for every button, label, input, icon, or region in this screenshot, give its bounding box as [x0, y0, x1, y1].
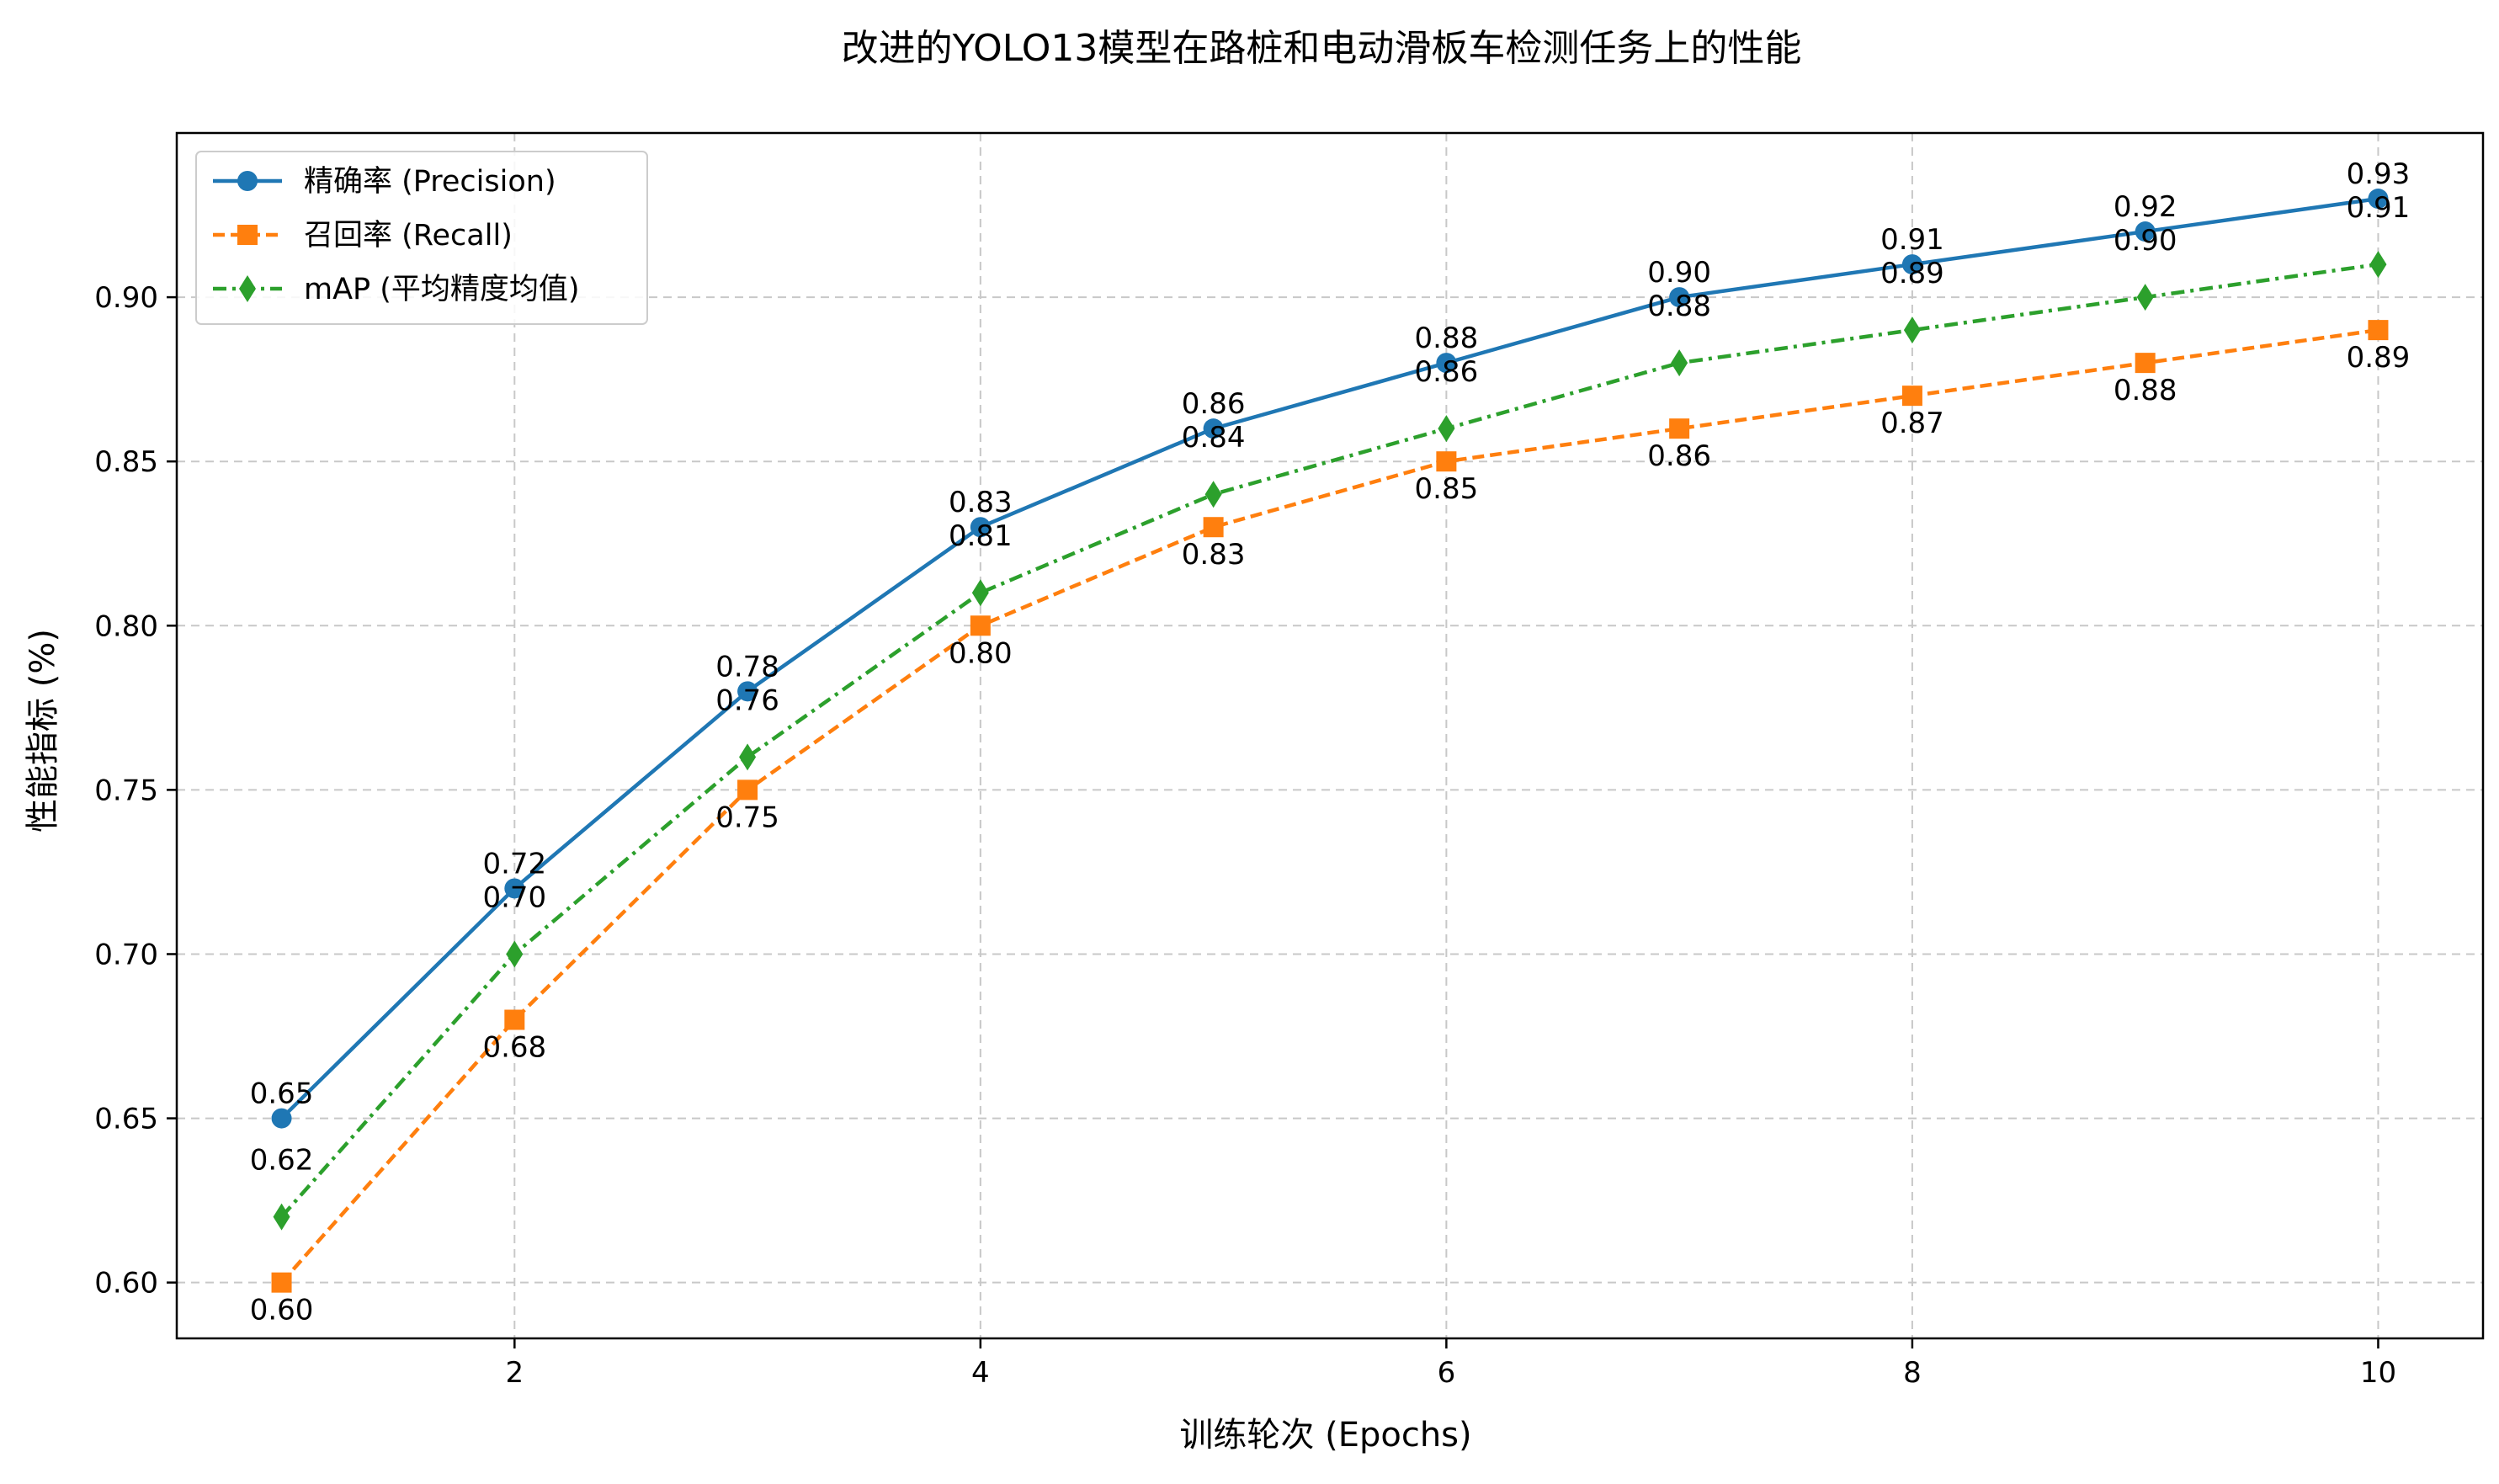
data-point-map [2136, 284, 2154, 311]
y-tick-label: 0.70 [94, 938, 158, 971]
data-label-precision: 0.91 [1880, 223, 1944, 257]
data-point-map [1438, 415, 1455, 443]
x-tick-label: 4 [971, 1356, 990, 1390]
data-point-recall [2135, 353, 2156, 374]
data-point-map [1903, 316, 1921, 344]
data-label-precision: 0.92 [2114, 190, 2177, 224]
axis-ticks: 2 4 6 8 10 0.60 0.65 0.70 0.75 0.80 0.85 0.90 [94, 281, 2396, 1390]
data-label-recall: 0.80 [949, 636, 1013, 670]
data-point-map [1671, 349, 1688, 377]
data-label-map: 0.84 [1182, 421, 1246, 455]
legend-marker-recall [237, 225, 258, 245]
data-label-map: 0.86 [1415, 355, 1479, 389]
y-tick-label: 0.90 [94, 281, 158, 315]
data-label-recall: 0.68 [482, 1031, 546, 1065]
y-axis-label: 性能指标 (%) [24, 629, 62, 832]
legend-label-precision: 精确率 (Precision) [304, 165, 556, 199]
x-tick-label: 2 [505, 1356, 524, 1390]
data-label-recall: 0.83 [1182, 538, 1246, 572]
y-tick-label: 0.80 [94, 609, 158, 643]
y-tick-label: 0.60 [94, 1267, 158, 1300]
data-label-map: 0.70 [482, 880, 546, 914]
series-map [273, 251, 2387, 1231]
data-label-map: 0.62 [250, 1144, 314, 1178]
data-point-recall [970, 615, 991, 636]
data-label-recall: 0.60 [250, 1294, 314, 1327]
grid [177, 133, 2483, 1338]
data-label-precision: 0.83 [949, 486, 1013, 519]
data-label-precision: 0.90 [1647, 256, 1711, 290]
data-point-recall [2368, 320, 2389, 341]
data-point-precision [2135, 221, 2156, 242]
data-label-map: 0.91 [2347, 191, 2411, 225]
data-point-precision [504, 878, 525, 899]
data-label-recall: 0.87 [1880, 407, 1944, 440]
legend-box [195, 151, 648, 325]
data-labels: 0.650.720.780.830.860.880.900.910.920.93… [250, 157, 2411, 1327]
data-label-precision: 0.72 [482, 847, 546, 880]
data-label-recall: 0.89 [2347, 341, 2411, 375]
legend-item-precision: 精确率 (Precision) [213, 165, 556, 199]
data-point-precision [1436, 353, 1457, 374]
legend-marker-map [239, 275, 256, 302]
y-tick-label: 0.85 [94, 445, 158, 479]
data-point-recall [737, 779, 758, 801]
data-label-map: 0.88 [1647, 290, 1711, 323]
series-line-recall [279, 327, 2379, 1285]
legend-label-map: mAP (平均精度均值) [304, 273, 580, 306]
data-point-map [971, 579, 989, 607]
data-point-recall [1436, 451, 1457, 472]
data-point-map [506, 940, 524, 968]
series-recall [271, 320, 2389, 1293]
x-axis-label: 训练轮次 (Epochs) [1179, 1416, 1471, 1455]
data-point-precision [271, 1108, 292, 1129]
data-point-precision [1669, 287, 1690, 308]
data-label-precision: 0.65 [250, 1077, 314, 1111]
data-point-map [273, 1203, 290, 1231]
y-tick-label: 0.75 [94, 774, 158, 807]
chart-title: 改进的YOLO13模型在路桩和电动滑板车检测任务上的性能 [842, 27, 1802, 70]
data-point-precision [970, 517, 991, 538]
data-point-recall [1901, 386, 1922, 407]
data-point-map [2369, 251, 2387, 279]
data-point-map [1204, 481, 1222, 508]
data-point-recall [271, 1272, 292, 1293]
data-label-recall: 0.86 [1647, 439, 1711, 473]
x-tick-label: 6 [1438, 1356, 1456, 1390]
legend-marker-precision [237, 171, 258, 191]
data-label-recall: 0.75 [715, 801, 779, 834]
x-tick-label: 8 [1903, 1356, 1922, 1390]
legend-item-map: mAP (平均精度均值) [213, 273, 580, 306]
data-label-precision: 0.93 [2347, 157, 2411, 191]
data-label-recall: 0.85 [1415, 472, 1479, 506]
data-label-map: 0.90 [2114, 224, 2177, 258]
data-point-recall [1669, 418, 1690, 439]
series-precision [271, 189, 2389, 1129]
data-point-recall [504, 1009, 525, 1030]
data-point-precision [737, 681, 758, 702]
x-tick-label: 10 [2360, 1356, 2396, 1390]
series [271, 189, 2389, 1293]
data-point-recall [1203, 517, 1224, 538]
data-point-precision [1901, 254, 1922, 275]
data-label-map: 0.81 [949, 519, 1013, 553]
plot-frame [175, 131, 2485, 1340]
data-label-precision: 0.86 [1182, 387, 1246, 421]
legend-item-recall: 召回率 (Recall) [213, 219, 513, 253]
data-point-precision [1203, 418, 1224, 439]
data-point-precision [2368, 189, 2389, 210]
data-label-precision: 0.88 [1415, 322, 1479, 355]
legend: 精确率 (Precision) 召回率 (Recall) mAP (平均精度均值) [195, 151, 648, 325]
data-label-map: 0.89 [1880, 257, 1944, 290]
data-label-map: 0.76 [715, 683, 779, 717]
y-tick-label: 0.65 [94, 1103, 158, 1136]
legend-label-recall: 召回率 (Recall) [304, 219, 513, 253]
series-line-precision [279, 196, 2379, 1120]
data-label-recall: 0.88 [2114, 374, 2177, 407]
data-label-precision: 0.78 [715, 650, 779, 683]
data-point-map [739, 743, 757, 771]
